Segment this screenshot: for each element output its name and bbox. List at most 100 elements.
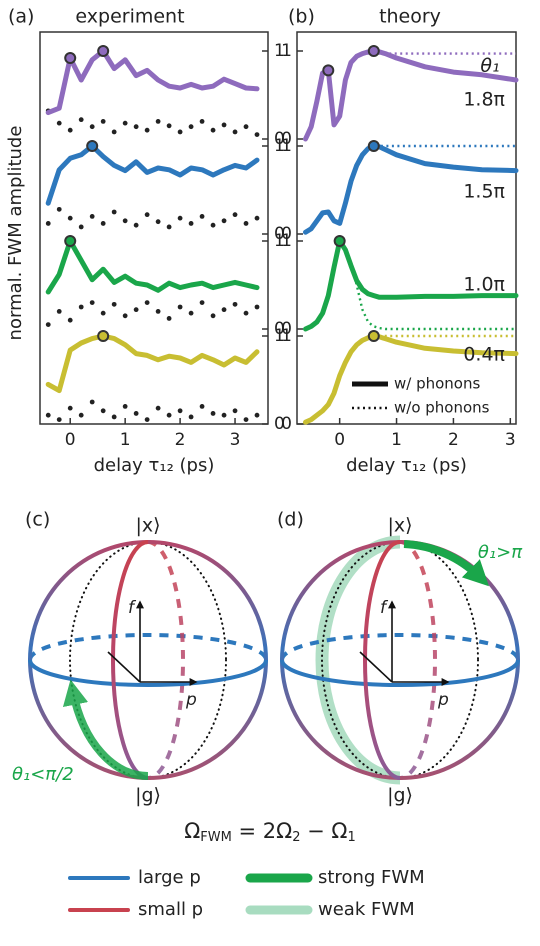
data-dot bbox=[111, 209, 117, 215]
data-dot bbox=[155, 119, 161, 124]
data-dot bbox=[221, 218, 227, 224]
data-dot bbox=[155, 405, 161, 411]
x-tick-label: 1 bbox=[120, 430, 131, 450]
highlight-marker bbox=[322, 64, 335, 77]
y-tick-label: 0 bbox=[281, 414, 292, 434]
weak-fwm-band bbox=[315, 535, 401, 785]
data-dot bbox=[144, 212, 150, 218]
data-dot bbox=[232, 301, 238, 307]
highlight-marker bbox=[367, 330, 380, 342]
data-dot bbox=[210, 127, 216, 133]
data-line bbox=[45, 48, 260, 116]
data-dot bbox=[67, 317, 73, 323]
data-dot bbox=[122, 404, 128, 409]
data-dot bbox=[210, 222, 216, 228]
data-dot bbox=[243, 310, 249, 316]
data-dot bbox=[100, 408, 106, 414]
data-dot bbox=[89, 399, 95, 405]
x-tick-label: 3 bbox=[505, 430, 516, 450]
y-tick-label: 1 bbox=[281, 41, 292, 61]
data-dot bbox=[56, 309, 62, 314]
data-dot bbox=[144, 417, 150, 422]
data-dot bbox=[78, 412, 84, 418]
data-dot bbox=[166, 224, 172, 230]
f-label: f bbox=[128, 598, 137, 618]
data-dot bbox=[232, 212, 238, 218]
panel-title: experiment bbox=[75, 6, 184, 28]
highlight-marker bbox=[97, 330, 110, 342]
panel-title: theory bbox=[379, 6, 441, 28]
data-dot bbox=[78, 224, 84, 230]
data-dot bbox=[232, 129, 238, 135]
annotation: θ₁ bbox=[480, 55, 499, 77]
data-dot bbox=[166, 123, 172, 129]
data-dot bbox=[166, 412, 172, 418]
data-dot bbox=[199, 404, 205, 409]
formula-part: Ω bbox=[184, 819, 200, 843]
curve-label: 0.4π bbox=[463, 344, 505, 366]
data-dot bbox=[243, 417, 249, 422]
y-tick-label: 1 bbox=[274, 326, 285, 346]
x-tick-label: 2 bbox=[175, 430, 186, 450]
data-dot bbox=[122, 218, 128, 224]
data-dot bbox=[111, 414, 117, 420]
f-label: f bbox=[380, 598, 389, 618]
data-dot bbox=[188, 310, 194, 316]
curve-label: 1.5π bbox=[463, 181, 505, 203]
panel-label: (b) bbox=[288, 6, 315, 28]
data-dot bbox=[199, 214, 205, 219]
legend-label: weak FWM bbox=[318, 899, 415, 920]
rotation-label: θ₁>π bbox=[478, 542, 523, 563]
sphere-outline bbox=[28, 540, 268, 780]
data-dot bbox=[144, 127, 150, 133]
state-bottom: |g⟩ bbox=[387, 785, 413, 807]
data-dot bbox=[199, 300, 205, 305]
highlight-marker bbox=[97, 45, 110, 57]
y-tick-label: 1 bbox=[281, 326, 292, 346]
y-tick-label: 0 bbox=[274, 224, 285, 244]
data-dot bbox=[89, 214, 95, 219]
dotted-line bbox=[304, 144, 516, 234]
data-dot bbox=[254, 412, 260, 418]
meridian-front bbox=[363, 540, 401, 780]
data-dot bbox=[56, 120, 62, 126]
data-dot bbox=[133, 307, 139, 313]
data-dot bbox=[177, 215, 183, 221]
data-dot bbox=[221, 307, 227, 313]
panel-label: (c) bbox=[25, 509, 50, 531]
curve-label: 1.8π bbox=[463, 89, 505, 111]
data-dot bbox=[122, 313, 128, 319]
legend-label: large p bbox=[138, 867, 201, 888]
data-dot bbox=[254, 132, 260, 138]
equator-front bbox=[280, 659, 520, 687]
legend-label: w/ phonons bbox=[394, 375, 480, 393]
p-label: p bbox=[185, 690, 197, 710]
plot-frame bbox=[296, 31, 517, 425]
data-dot bbox=[232, 408, 238, 414]
legend-label: strong FWM bbox=[318, 867, 425, 888]
data-dot bbox=[188, 221, 194, 226]
equator-back bbox=[28, 633, 268, 661]
data-dot bbox=[210, 411, 216, 416]
y-tick-label: 1 bbox=[281, 231, 292, 251]
data-line bbox=[303, 238, 519, 332]
formula-part: = 2Ω bbox=[232, 819, 292, 843]
equator-front bbox=[28, 659, 268, 687]
data-dot bbox=[144, 300, 150, 305]
meridian-front bbox=[111, 540, 149, 780]
highlight-marker bbox=[367, 140, 380, 152]
state-top: |x⟩ bbox=[387, 515, 412, 537]
data-dot bbox=[67, 405, 73, 411]
data-dot bbox=[188, 414, 194, 420]
y-tick-label: 1 bbox=[274, 41, 285, 61]
diag-axis bbox=[359, 651, 393, 683]
data-dot bbox=[100, 310, 106, 316]
formula-sub: FWM bbox=[200, 830, 232, 845]
data-dot bbox=[45, 412, 51, 418]
y-axis-label: normal. FWM amplitude bbox=[5, 126, 26, 341]
meridian-back bbox=[399, 540, 437, 780]
data-dot bbox=[111, 301, 117, 307]
y-tick-label: 1 bbox=[274, 231, 285, 251]
